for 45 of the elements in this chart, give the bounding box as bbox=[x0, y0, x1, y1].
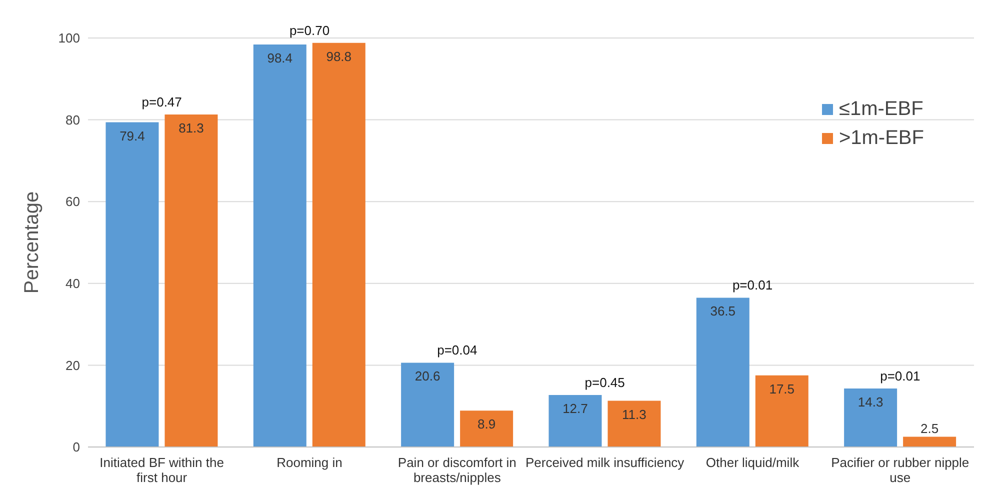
bar bbox=[312, 42, 366, 447]
annotation: p=0.01 bbox=[732, 278, 773, 293]
annotation: p=0.01 bbox=[880, 368, 920, 384]
data-label: 36.5 bbox=[710, 304, 736, 319]
bar bbox=[755, 375, 808, 447]
y-tick-label: 80 bbox=[66, 112, 80, 128]
x-tick-label: Initiated BF within the first hour bbox=[100, 455, 224, 485]
x-tick-label: Pain or discomfort in breasts/nipples bbox=[398, 455, 516, 485]
y-axis-title: Percentage bbox=[21, 191, 44, 294]
data-label: 8.9 bbox=[478, 416, 496, 432]
bar bbox=[253, 44, 306, 447]
data-label: 2.5 bbox=[920, 420, 939, 436]
data-label: 81.3 bbox=[178, 120, 204, 136]
annotation: p=0.47 bbox=[142, 94, 182, 110]
data-label: 98.4 bbox=[267, 50, 293, 66]
legend-label: ≤1m-EBF bbox=[838, 98, 924, 121]
data-label: 14.3 bbox=[858, 394, 884, 410]
data-label: 20.6 bbox=[414, 368, 440, 384]
legend-label: >1m-EBF bbox=[838, 127, 924, 150]
data-label: 11.3 bbox=[622, 406, 646, 422]
x-tick-label: Pacifier or rubber nipple use bbox=[831, 455, 970, 485]
y-tick-label: 100 bbox=[58, 30, 80, 46]
bar bbox=[401, 362, 454, 447]
data-label: 98.8 bbox=[326, 48, 352, 64]
x-tick-label: Rooming in bbox=[276, 455, 342, 470]
data-label: 12.7 bbox=[562, 401, 588, 416]
bar bbox=[844, 388, 898, 447]
y-tick-label: 60 bbox=[66, 194, 80, 210]
bar bbox=[548, 395, 602, 447]
annotation: p=0.45 bbox=[584, 375, 625, 390]
bar bbox=[460, 410, 514, 447]
x-tick-label: Perceived milk insufficiency bbox=[525, 455, 685, 470]
bar bbox=[164, 114, 218, 447]
annotation: p=0.04 bbox=[437, 342, 478, 358]
data-label: 17.5 bbox=[769, 381, 795, 396]
y-tick-label: 40 bbox=[66, 276, 80, 292]
bar bbox=[696, 298, 750, 447]
text: p=0.70 bbox=[289, 22, 330, 38]
data-label: 79.4 bbox=[120, 128, 145, 144]
y-tick-label: 20 bbox=[66, 358, 80, 373]
y-tick-label: 0 bbox=[72, 440, 80, 455]
bar bbox=[106, 122, 159, 447]
bar bbox=[903, 436, 956, 447]
bar bbox=[608, 400, 661, 447]
x-tick-label: Other liquid/milk bbox=[706, 455, 800, 470]
